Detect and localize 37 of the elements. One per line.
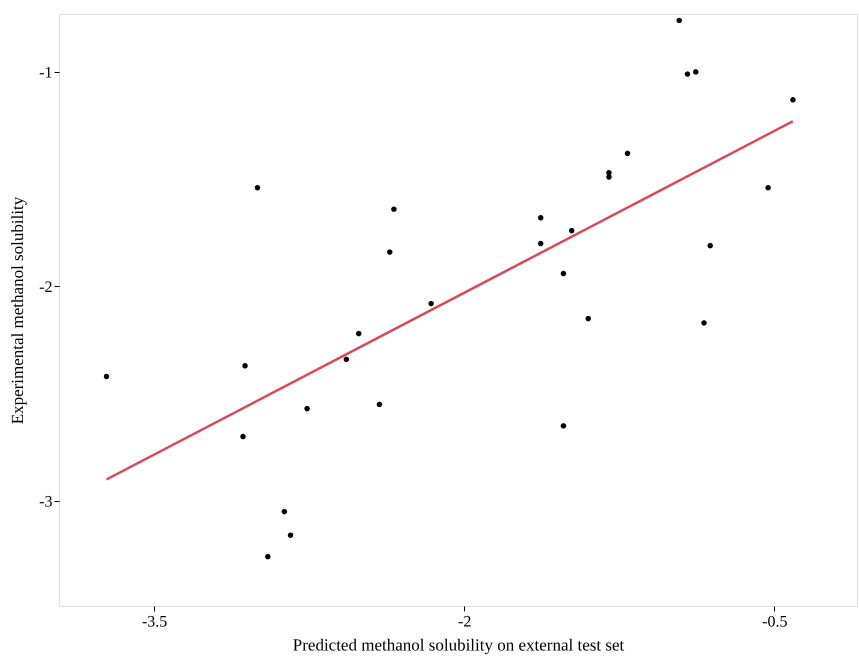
point <box>344 356 350 362</box>
x-axis-title: Predicted methanol solubility on external test set <box>292 636 624 654</box>
point <box>304 406 310 412</box>
point <box>288 532 294 538</box>
point <box>701 320 707 326</box>
point <box>624 150 630 156</box>
point <box>376 402 382 408</box>
point <box>428 300 434 306</box>
point <box>765 185 771 190</box>
y-tick-label: -2 <box>39 278 52 296</box>
point <box>538 240 544 246</box>
y-tick-label: -3 <box>39 493 52 510</box>
point <box>265 554 271 560</box>
point <box>356 330 362 336</box>
point <box>790 97 796 103</box>
y-tick-label: -1 <box>39 64 52 82</box>
x-tick-label: -2 <box>458 614 472 630</box>
point <box>568 228 574 234</box>
y-axis-title: Experimental methanol solubility <box>8 196 28 424</box>
point <box>693 69 698 75</box>
x-tick-label: -3.5 <box>142 614 168 630</box>
point <box>707 242 713 248</box>
point <box>242 363 248 368</box>
point <box>387 249 393 255</box>
point <box>684 71 690 77</box>
point <box>606 174 612 180</box>
point <box>560 423 566 429</box>
point <box>254 185 260 190</box>
point <box>586 316 591 322</box>
point <box>676 18 682 24</box>
point <box>391 206 397 212</box>
point <box>104 374 110 380</box>
x-tick-label: -0.5 <box>762 614 788 630</box>
point <box>560 270 566 276</box>
point <box>282 508 288 514</box>
point <box>538 215 544 220</box>
point <box>240 434 246 440</box>
